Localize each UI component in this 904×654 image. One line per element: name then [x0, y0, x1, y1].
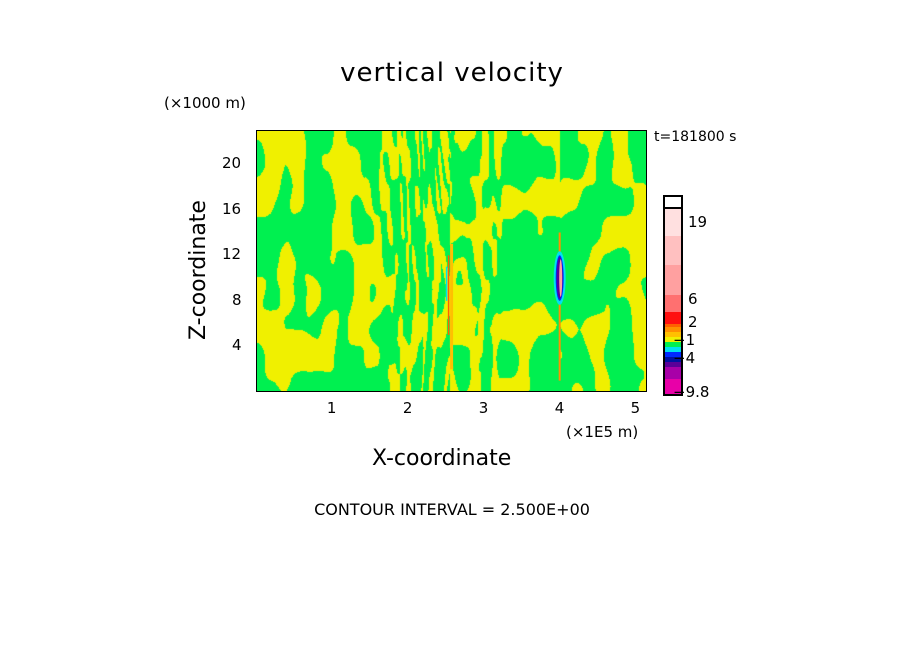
- colorbar: [663, 195, 683, 396]
- colorbar-segment: [665, 293, 681, 312]
- x-tick-label: 4: [554, 399, 565, 417]
- x-tick-label: 2: [402, 399, 413, 417]
- x-tick-label: 3: [478, 399, 489, 417]
- y-tick-label: 8: [232, 290, 242, 309]
- colorbar-label: −1: [673, 331, 696, 349]
- y-tick-label: 16: [222, 199, 242, 218]
- contour-interval-label: CONTOUR INTERVAL = 2.500E+00: [314, 500, 590, 519]
- colorbar-segment: [665, 337, 681, 342]
- colorbar-label: 6: [688, 290, 698, 308]
- colorbar-label: −4: [673, 349, 696, 367]
- y-tick-label: 4: [232, 336, 242, 355]
- chart-title: vertical velocity: [340, 58, 564, 88]
- x-axis-unit: (×1E5 m): [566, 423, 639, 441]
- colorbar-label: 2: [688, 313, 698, 331]
- colorbar-segment: [665, 379, 681, 394]
- y-tick-label: 20: [222, 154, 242, 173]
- colorbar-segment: [665, 207, 681, 236]
- y-axis-unit: (×1000 m): [164, 94, 246, 112]
- y-tick-label: 12: [222, 245, 242, 264]
- colorbar-segment: [665, 234, 681, 265]
- colorbar-segment: [665, 357, 681, 362]
- x-tick-label: 1: [326, 399, 337, 417]
- colorbar-segment: [665, 327, 681, 332]
- x-axis-label: X-coordinate: [372, 446, 512, 471]
- colorbar-label: 19: [688, 213, 708, 231]
- updraft-core: [559, 259, 563, 297]
- colorbar-segment: [665, 347, 681, 352]
- colorbar-segment: [665, 367, 681, 379]
- y-axis-label: Z-coordinate: [186, 200, 211, 340]
- colorbar-segment: [665, 322, 681, 327]
- colorbar-segment: [665, 342, 681, 347]
- colorbar-segment: [665, 362, 681, 367]
- colorbar-segment: [665, 332, 681, 337]
- colorbar-segment: [665, 263, 681, 295]
- colorbar-label: −9.8: [673, 383, 710, 401]
- feature-overlay: [445, 232, 566, 381]
- time-label: t=181800 s: [654, 129, 737, 145]
- x-tick-label: 5: [630, 399, 641, 417]
- colorbar-segment: [665, 310, 681, 324]
- colorbar-segment: [665, 352, 681, 357]
